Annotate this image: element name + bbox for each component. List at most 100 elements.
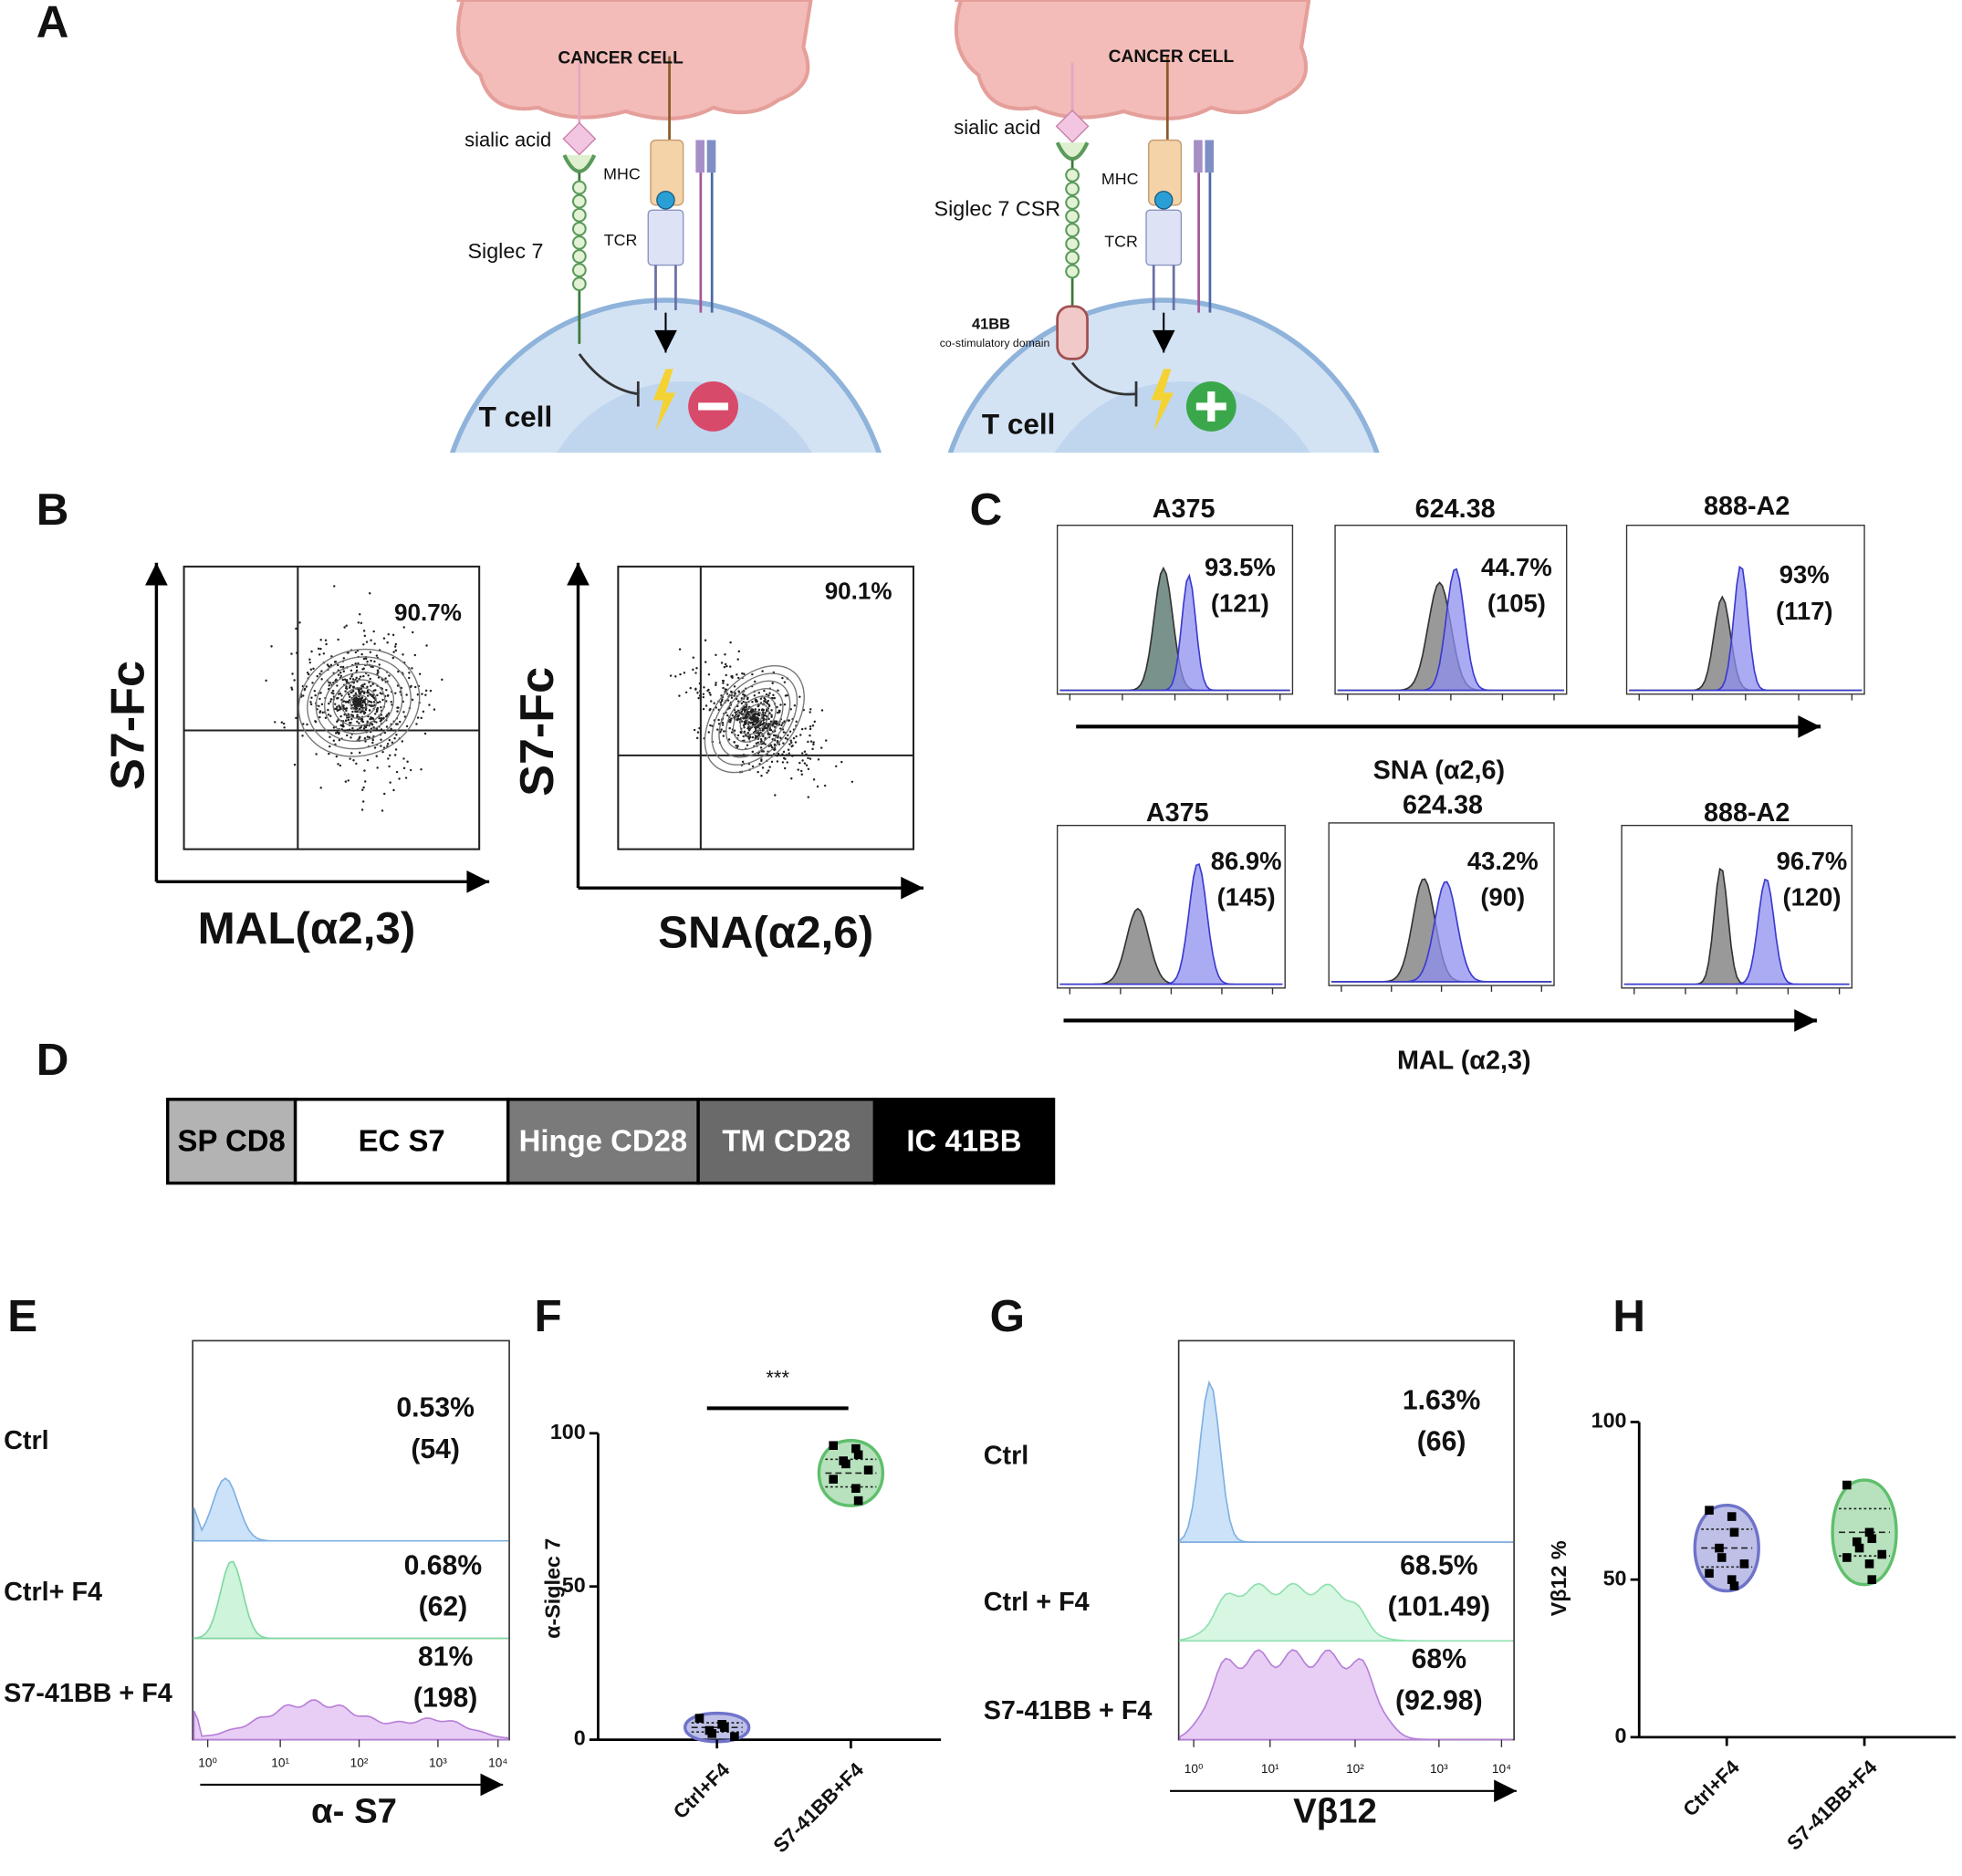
siglec-domain (1065, 264, 1080, 279)
event (265, 679, 267, 683)
event (396, 710, 399, 713)
arrow-head (1152, 329, 1175, 353)
event (792, 736, 796, 740)
event (809, 740, 813, 743)
event (731, 674, 734, 678)
peptide (656, 191, 675, 210)
x-tick-label: S7-41BB+F4 (1782, 1755, 1882, 1854)
event (771, 682, 774, 685)
y-tick-label: 0 (574, 1726, 586, 1750)
event (348, 699, 351, 702)
event (327, 708, 329, 712)
event (708, 709, 711, 712)
event (759, 737, 763, 741)
event (812, 743, 815, 746)
event (336, 697, 339, 700)
event (318, 672, 321, 675)
event (777, 736, 779, 739)
event (339, 665, 342, 669)
event (678, 694, 681, 697)
event (746, 744, 749, 747)
event (757, 714, 760, 717)
event (406, 760, 409, 763)
event (360, 788, 364, 791)
event (679, 672, 682, 676)
event (777, 689, 779, 692)
event (745, 719, 747, 723)
event (783, 703, 787, 706)
label: Vβ12 (1293, 1792, 1377, 1831)
event (694, 672, 697, 674)
label: Hinge CD28 (519, 1123, 688, 1157)
event (743, 739, 746, 742)
event (742, 754, 746, 756)
event (715, 728, 719, 731)
event (811, 724, 815, 727)
x-tick-label: 10⁴ (488, 1756, 507, 1769)
event (409, 768, 412, 772)
histogram (1179, 1649, 1513, 1741)
plot-frame (617, 565, 914, 850)
event (333, 661, 337, 663)
label: S7-41BB + F4 (4, 1679, 172, 1708)
event (355, 669, 359, 672)
event (783, 720, 786, 723)
event (372, 725, 375, 729)
event (746, 735, 750, 738)
label: CANCER CELL (1109, 47, 1235, 67)
x-tick-label: 10³ (1430, 1762, 1448, 1776)
event (395, 770, 399, 774)
label: TCR (1104, 233, 1138, 251)
label: MAL (α2,3) (1397, 1046, 1531, 1075)
panel-letter: A (37, 0, 69, 47)
event (762, 713, 765, 716)
event (361, 668, 364, 671)
label: EC S7 (359, 1123, 445, 1157)
event (692, 668, 694, 672)
event (702, 695, 704, 699)
event (798, 761, 801, 765)
label: 68.5% (1400, 1550, 1478, 1580)
data-point (1739, 1559, 1749, 1569)
label: 86.9% (1211, 847, 1282, 875)
event (390, 727, 392, 731)
event (767, 704, 770, 706)
event (350, 675, 353, 678)
event (418, 672, 422, 676)
event (809, 727, 812, 731)
event (309, 701, 312, 704)
event (295, 716, 297, 720)
event (781, 676, 784, 680)
event (362, 727, 366, 730)
data-point (863, 1465, 873, 1475)
event (395, 734, 398, 736)
x-tick-label: 10⁴ (1492, 1762, 1511, 1776)
siglec-domain (571, 193, 587, 209)
event (360, 652, 363, 656)
x-tick-label: S7-41BB+F4 (768, 1757, 868, 1857)
event (401, 740, 404, 743)
event (393, 737, 396, 740)
event (337, 763, 339, 766)
event (352, 729, 355, 732)
event (717, 723, 721, 725)
event (344, 707, 347, 711)
event (722, 686, 725, 690)
event (387, 757, 390, 760)
event (741, 760, 745, 764)
histogram-stained (1629, 565, 1863, 692)
event (366, 735, 370, 738)
event (709, 693, 712, 696)
event (360, 718, 364, 721)
siglec-domain (1065, 168, 1080, 182)
event (704, 661, 707, 663)
event (390, 700, 392, 704)
event (698, 726, 701, 730)
event (391, 656, 395, 660)
event (373, 746, 377, 749)
event (398, 720, 402, 724)
event (339, 714, 342, 718)
arrow-head (1798, 715, 1821, 738)
event (296, 651, 298, 654)
event (370, 659, 372, 662)
